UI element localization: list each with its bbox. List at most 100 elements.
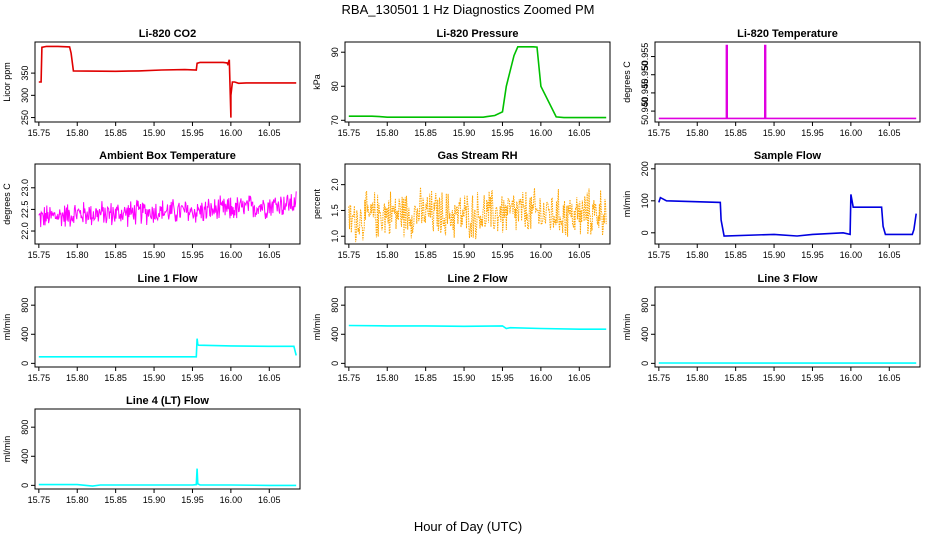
series-line xyxy=(38,45,297,118)
x-tick-label: 16.00 xyxy=(530,373,553,383)
x-tick-label: 15.85 xyxy=(724,128,747,138)
panel-0: Li-820 CO2 Licor ppm 15.75 15.80 15.85 15.90 1… xyxy=(2,28,301,138)
x-tick-label: 15.90 xyxy=(763,373,786,383)
panel-title: Line 3 Flow xyxy=(758,273,818,285)
panel-title: Line 4 (LT) Flow xyxy=(126,395,209,407)
panel-5: Sample Flow ml/min 15.75 15.80 15.85 15.90 15.… xyxy=(622,150,921,260)
x-tick-label: 15.90 xyxy=(763,128,786,138)
x-tick-label: 16.05 xyxy=(258,495,281,505)
x-tick-label: 15.95 xyxy=(181,128,204,138)
plot-frame xyxy=(654,163,921,245)
y-tick-label: 0 xyxy=(20,361,30,366)
panel-9: Line 4 (LT) Flow ml/min 15.75 15.80 15.85 15.… xyxy=(2,395,301,505)
x-tick-label: 15.80 xyxy=(66,250,89,260)
y-tick-label: 0 xyxy=(330,361,340,366)
x-tick-label: 15.90 xyxy=(453,250,476,260)
x-tick-label: 15.95 xyxy=(181,250,204,260)
y-tick-label: 80 xyxy=(330,81,340,91)
y-tick-label: 250 xyxy=(20,110,30,125)
y-tick-label: 22.0 xyxy=(20,222,30,240)
series-line xyxy=(658,44,917,120)
x-tick-label: 16.05 xyxy=(878,250,901,260)
x-tick-label: 15.90 xyxy=(143,495,166,505)
panel-title: Ambient Box Temperature xyxy=(99,150,236,162)
panel-title: Li-820 CO2 xyxy=(139,28,196,40)
x-tick-label: 16.05 xyxy=(878,128,901,138)
x-tick-label: 16.00 xyxy=(840,250,863,260)
x-tick-label: 15.75 xyxy=(648,373,671,383)
y-tick-label: 22.5 xyxy=(20,201,30,219)
y-tick-label: 23.0 xyxy=(20,179,30,197)
y-tick-label: 50.950 xyxy=(640,61,650,89)
x-tick-label: 15.95 xyxy=(801,373,824,383)
y-tick-label: 2.0 xyxy=(330,178,340,191)
x-tick-label: 15.90 xyxy=(453,373,476,383)
x-tick-label: 15.80 xyxy=(66,128,89,138)
panel-title: Li-820 Temperature xyxy=(737,28,838,40)
figure-title: RBA_130501 1 Hz Diagnostics Zoomed PM xyxy=(342,2,595,17)
figure-x-label: Hour of Day (UTC) xyxy=(414,519,522,534)
x-tick-label: 15.75 xyxy=(28,373,51,383)
y-tick-label: 350 xyxy=(20,66,30,81)
y-tick-label: 1.5 xyxy=(330,204,340,217)
x-tick-label: 15.95 xyxy=(181,495,204,505)
x-tick-label: 15.85 xyxy=(104,495,127,505)
plot-frame xyxy=(654,41,921,123)
x-tick-label: 15.80 xyxy=(686,250,709,260)
x-tick-label: 15.80 xyxy=(686,128,709,138)
x-tick-label: 15.85 xyxy=(104,250,127,260)
y-axis-label: ml/min xyxy=(312,314,322,341)
x-tick-label: 15.75 xyxy=(648,128,671,138)
x-tick-label: 15.80 xyxy=(686,373,709,383)
x-tick-label: 16.05 xyxy=(568,128,591,138)
x-tick-label: 16.00 xyxy=(220,495,243,505)
y-tick-label: 400 xyxy=(330,327,340,342)
y-tick-label: 400 xyxy=(20,327,30,342)
x-tick-label: 15.95 xyxy=(491,373,514,383)
x-tick-label: 15.90 xyxy=(143,373,166,383)
x-tick-label: 16.00 xyxy=(530,250,553,260)
y-axis-label: degrees C xyxy=(2,183,12,225)
series-line xyxy=(348,324,607,331)
x-tick-label: 15.85 xyxy=(104,373,127,383)
plot-frame xyxy=(34,41,301,123)
series-line xyxy=(658,194,917,237)
panel-8: Line 3 Flow ml/min 15.75 15.80 15.85 15.90 15.… xyxy=(622,273,921,383)
x-tick-label: 16.05 xyxy=(568,250,591,260)
y-tick-label: 300 xyxy=(20,88,30,103)
x-tick-label: 15.95 xyxy=(181,373,204,383)
x-tick-label: 15.75 xyxy=(338,128,361,138)
series-line xyxy=(38,338,297,358)
panel-2: Li-820 Temperature degrees C 15.75 15.80 15.… xyxy=(622,28,921,138)
y-tick-label: 400 xyxy=(20,449,30,464)
y-tick-label: 800 xyxy=(330,298,340,313)
x-tick-label: 16.05 xyxy=(568,373,591,383)
x-tick-label: 15.80 xyxy=(376,128,399,138)
panel-title: Line 2 Flow xyxy=(448,273,508,285)
x-tick-label: 15.90 xyxy=(453,128,476,138)
x-tick-label: 16.00 xyxy=(530,128,553,138)
panel-title: Line 1 Flow xyxy=(138,273,198,285)
y-tick-label: 0 xyxy=(640,230,650,235)
x-tick-label: 15.80 xyxy=(376,250,399,260)
y-axis-label: ml/min xyxy=(2,436,12,463)
y-axis-label: ml/min xyxy=(2,314,12,341)
x-tick-label: 15.85 xyxy=(724,250,747,260)
y-axis-label: degrees C xyxy=(622,61,632,103)
x-tick-label: 15.75 xyxy=(28,250,51,260)
x-tick-label: 15.90 xyxy=(143,128,166,138)
x-tick-label: 16.05 xyxy=(258,128,281,138)
x-tick-label: 15.80 xyxy=(66,495,89,505)
series-line xyxy=(38,468,297,487)
x-tick-label: 15.90 xyxy=(763,250,786,260)
plot-frame xyxy=(344,163,611,245)
x-tick-label: 16.05 xyxy=(258,373,281,383)
x-tick-label: 16.00 xyxy=(220,128,243,138)
y-tick-label: 90 xyxy=(330,47,340,57)
y-tick-label: 0 xyxy=(640,361,650,366)
y-tick-label: 1.0 xyxy=(330,230,340,243)
panel-6: Line 1 Flow ml/min 15.75 15.80 15.85 15.90 15.… xyxy=(2,273,301,383)
x-tick-label: 15.95 xyxy=(491,250,514,260)
x-tick-label: 16.00 xyxy=(220,373,243,383)
x-tick-label: 15.85 xyxy=(104,128,127,138)
